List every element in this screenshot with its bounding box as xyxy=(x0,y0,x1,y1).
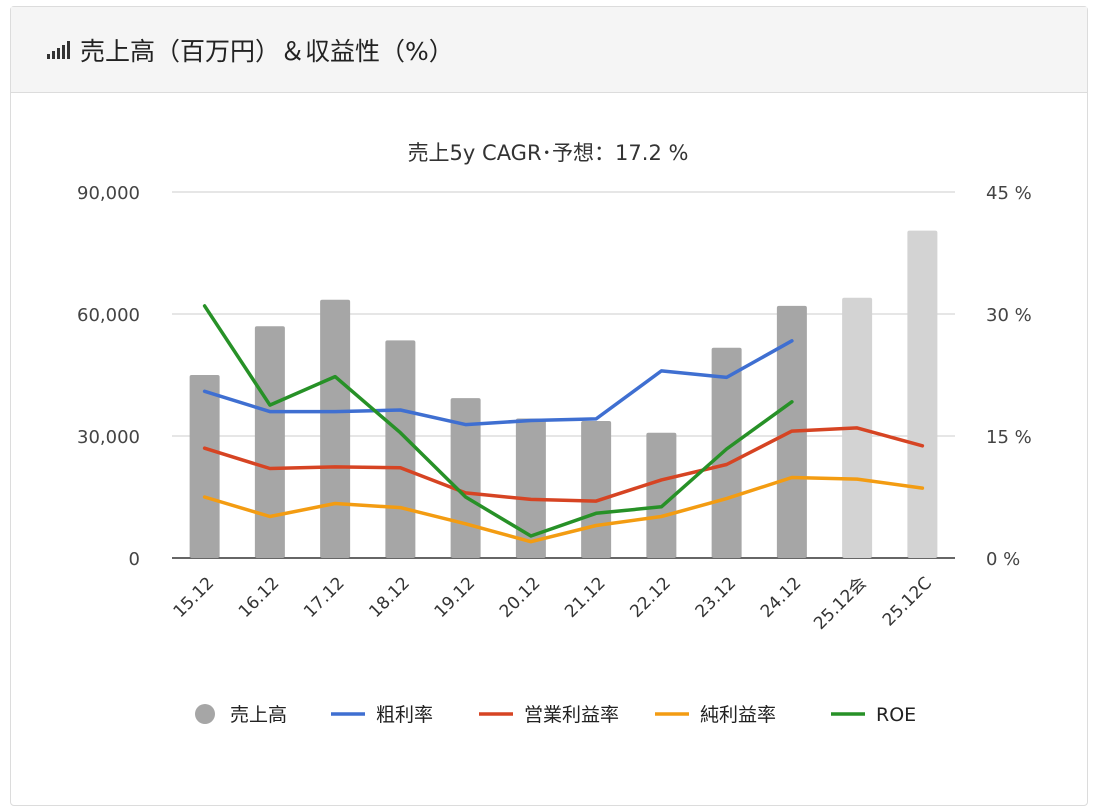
bar xyxy=(711,347,742,558)
bar xyxy=(385,340,416,558)
x-tick-label: 22.12 xyxy=(626,573,675,622)
legend-label: 粗利率 xyxy=(376,704,433,726)
series-line-粗利率 xyxy=(202,339,794,427)
y-left-tick-label: 60,000 xyxy=(77,305,140,326)
y-right-tick-label: 0 % xyxy=(986,549,1020,570)
y-left-tick-label: 90,000 xyxy=(77,183,140,204)
y-right-tick-label: 45 % xyxy=(986,183,1032,204)
legend-label: ROE xyxy=(876,704,916,726)
y-left-tick-label: 0 xyxy=(129,549,140,570)
legend-label: 純利益率 xyxy=(700,704,776,726)
x-tick-label: 23.12 xyxy=(692,573,741,622)
x-tick-label: 21.12 xyxy=(561,573,610,622)
x-tick-label: 17.12 xyxy=(300,573,349,622)
x-tick-label: 25.12会 xyxy=(810,573,871,634)
series-line-純利益率 xyxy=(202,475,925,544)
signal-bars-icon xyxy=(47,40,70,59)
card-title: 売上高（百万円）＆収益性（%） xyxy=(80,36,454,66)
card-header: 売上高（百万円）＆収益性（%） xyxy=(11,7,1087,93)
bar xyxy=(189,375,220,558)
bar xyxy=(254,326,285,558)
x-tick-label: 18.12 xyxy=(365,573,414,622)
x-tick-label: 20.12 xyxy=(496,573,545,622)
legend-swatch xyxy=(195,704,215,724)
y-left-tick-label: 30,000 xyxy=(77,427,140,448)
x-tick-label: 19.12 xyxy=(431,573,480,622)
bar xyxy=(907,230,938,558)
legend-label: 営業利益率 xyxy=(524,704,619,726)
x-tick-label: 16.12 xyxy=(235,573,284,622)
bar xyxy=(450,398,481,558)
series-line-ROE xyxy=(202,304,794,538)
x-tick-label: 15.12 xyxy=(170,573,219,622)
series-line-営業利益率 xyxy=(202,426,925,503)
bar xyxy=(515,418,546,558)
bar xyxy=(646,432,677,558)
y-right-tick-label: 30 % xyxy=(986,305,1032,326)
chart-title: 売上5y CAGR･予想：17.2 % xyxy=(408,141,689,165)
x-tick-label: 24.12 xyxy=(757,573,806,622)
y-right-tick-label: 15 % xyxy=(986,427,1032,448)
x-tick-label: 25.12C xyxy=(879,573,936,630)
legend-label: 売上高 xyxy=(230,704,287,726)
bar xyxy=(581,420,612,558)
bar xyxy=(320,299,351,558)
